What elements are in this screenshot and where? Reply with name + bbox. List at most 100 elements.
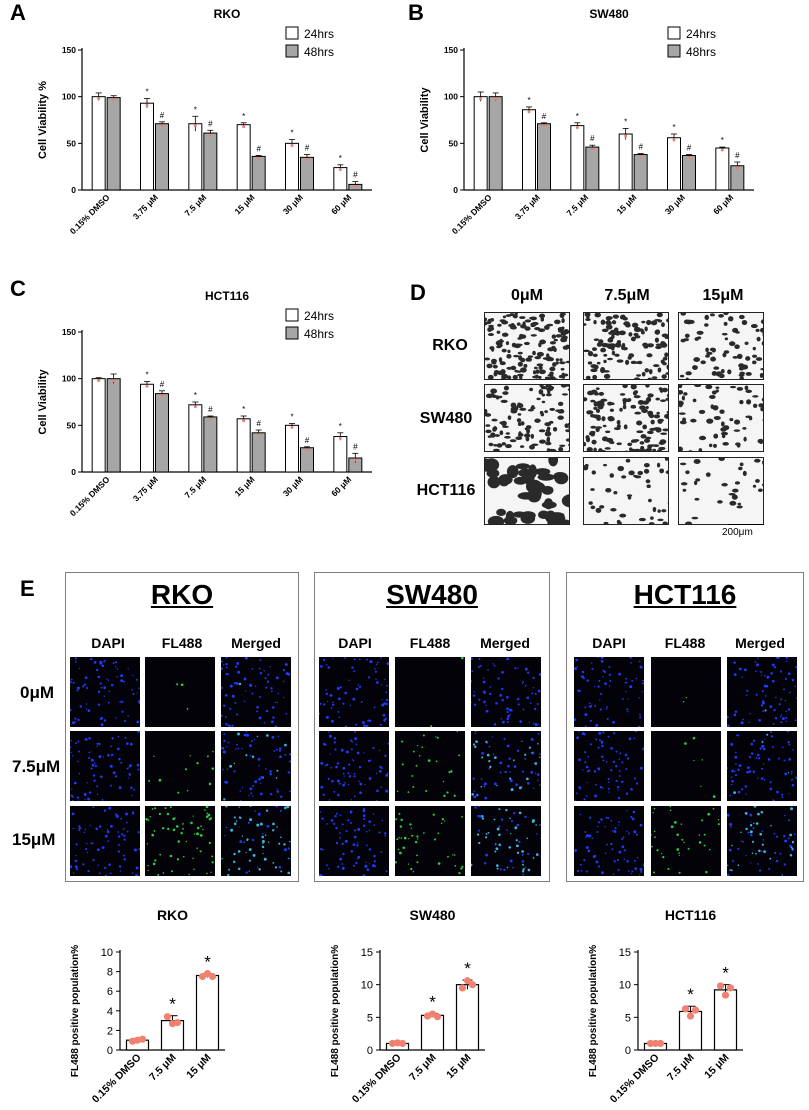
bar — [106, 97, 121, 191]
significance-mark: * — [290, 129, 293, 138]
panel-e-row-0: 0μM — [20, 683, 55, 702]
chart-title: RKO — [157, 907, 188, 923]
y-tick-label: 100 — [62, 374, 76, 384]
y-axis-label: FL488 positive population% — [70, 945, 81, 1077]
bar — [155, 123, 169, 191]
x-tick-label: 15 μM — [232, 192, 256, 216]
data-point — [353, 458, 357, 462]
data-point — [208, 417, 212, 421]
significance-mark: # — [160, 380, 165, 389]
fl488-image — [145, 731, 215, 801]
bar — [585, 146, 600, 191]
significance-mark: # — [256, 144, 261, 153]
fl488-image — [145, 806, 215, 876]
y-axis-label: Cell Viability — [419, 87, 431, 153]
panel-d-row-0: RKO — [432, 337, 468, 354]
panel-e-title: SW480 — [386, 579, 478, 610]
y-tick-label: 100 — [62, 92, 76, 102]
data-point — [686, 1012, 695, 1020]
significance-mark: * — [527, 96, 530, 105]
data-point — [338, 168, 342, 172]
data-point — [735, 166, 739, 170]
significance-mark: * — [721, 136, 724, 145]
data-point — [145, 103, 149, 107]
dapi-image — [574, 731, 644, 801]
y-tick-label: 0 — [71, 185, 76, 195]
y-axis-label: Cell Viability — [37, 369, 49, 435]
x-tick-label: 7.5 μM — [665, 1051, 697, 1083]
significance-mark: # — [590, 134, 595, 143]
legend-swatch — [285, 44, 299, 58]
y-tick-label: 15 — [361, 947, 373, 959]
data-point — [468, 981, 477, 989]
data-point — [305, 448, 309, 452]
x-tick-label: 7.5 μM — [147, 1051, 179, 1083]
data-point — [720, 148, 724, 152]
col-dapi: DAPI — [592, 635, 626, 651]
panel-label-e: E — [20, 576, 35, 601]
panel-e-row-2: 15μM — [12, 830, 56, 849]
bar — [537, 123, 551, 191]
merged-image — [221, 731, 291, 801]
x-tick-label: 7.5 μM — [564, 192, 590, 218]
data-point — [208, 133, 212, 137]
panel-label-c: C — [10, 276, 26, 301]
bar — [195, 974, 220, 1051]
bar — [570, 125, 585, 191]
legend-label: 48hrs — [686, 45, 716, 59]
data-point — [160, 124, 164, 128]
col-fl488: FL488 — [409, 635, 451, 651]
legend-swatch — [285, 308, 299, 322]
microscopy-image — [678, 457, 764, 525]
legend-label: 48hrs — [304, 45, 334, 59]
scale-bar — [728, 524, 764, 525]
microscopy-image — [484, 457, 570, 525]
significance-mark: * — [242, 112, 245, 121]
microscopy-image — [484, 384, 570, 452]
data-point — [463, 977, 472, 985]
x-tick-label: 7.5 μM — [407, 1051, 439, 1083]
legend-label: 24hrs — [686, 27, 716, 41]
data-point — [656, 1039, 665, 1048]
bar — [203, 416, 218, 473]
bar — [713, 989, 738, 1051]
x-tick-label: 60 μM — [711, 192, 735, 216]
data-point — [721, 991, 730, 999]
data-point — [290, 143, 294, 147]
significance-mark: # — [735, 151, 740, 160]
bar — [667, 137, 681, 191]
significance-mark: * — [672, 123, 675, 132]
y-tick-label: 50 — [67, 420, 77, 430]
bar — [251, 432, 266, 473]
bar — [140, 102, 154, 191]
data-point — [242, 419, 246, 423]
bar — [522, 109, 536, 191]
bar — [91, 378, 106, 473]
data-point — [542, 124, 546, 128]
y-tick-label: 6 — [107, 986, 113, 998]
significance-mark: # — [353, 442, 358, 451]
chart-rko-fl488: RKO FL488 positive population% 0 2 4 6 8 10 0.15… — [70, 907, 225, 1106]
y-tick-label: 150 — [62, 45, 76, 55]
y-tick-label: 2 — [107, 1025, 113, 1037]
data-point — [160, 394, 164, 398]
data-point — [639, 155, 643, 159]
significance-mark: * — [687, 985, 694, 1004]
panel-e-title: RKO — [150, 579, 214, 610]
bar — [188, 404, 203, 473]
fl488-image — [651, 657, 721, 727]
significance-mark: # — [542, 112, 547, 121]
x-tick-label: 0.15% DMSO — [68, 474, 112, 518]
data-point — [193, 124, 197, 128]
significance-mark: * — [339, 422, 342, 431]
data-point — [305, 157, 309, 161]
bar — [203, 132, 218, 191]
data-point — [145, 384, 149, 388]
y-tick-label: 8 — [107, 967, 113, 979]
panel-d-row-1: SW480 — [419, 410, 473, 427]
panel-d-row-2: HCT116 — [416, 482, 476, 499]
bar — [140, 383, 154, 473]
bar — [682, 154, 696, 191]
data-point — [575, 126, 579, 130]
merged-image — [221, 806, 291, 876]
